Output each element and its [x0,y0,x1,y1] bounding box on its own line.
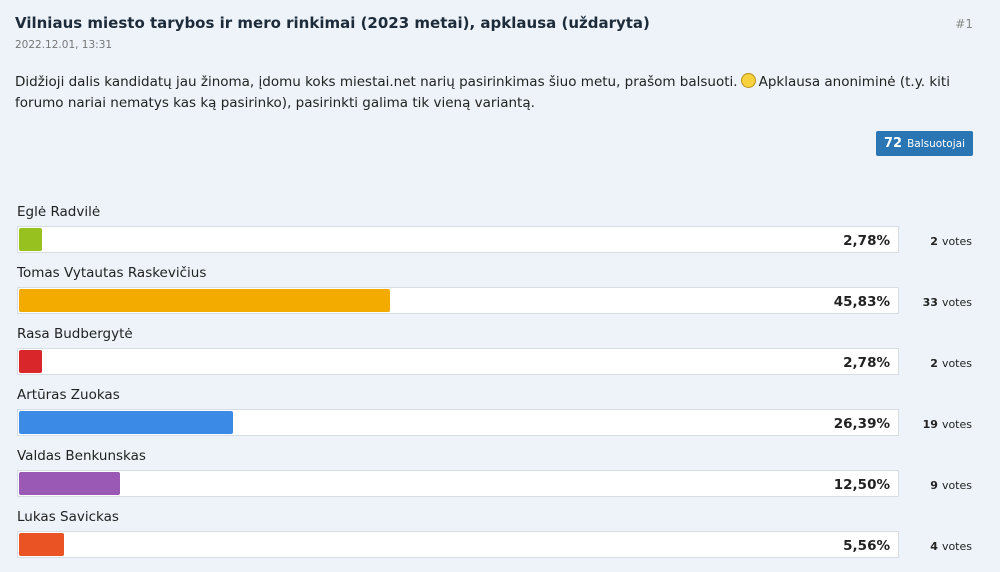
option-name: Lukas Savickas [17,509,119,525]
post-body: Didžioji dalis kandidatų jau žinoma, įdo… [15,72,955,114]
votes-count: 2 [930,357,938,370]
votes: 9 votes [930,479,972,492]
option-name: Rasa Budbergytė [17,326,133,342]
voters-count: 72 [883,136,903,151]
body-text: Didžioji dalis kandidatų jau žinoma, įdo… [15,74,738,90]
voters-button[interactable]: 72 Balsuotojai [876,131,973,156]
bar [19,289,391,312]
percent-label: 2,78% [843,233,890,249]
bar-track [17,470,899,497]
votes-label: votes [941,235,972,248]
bar [19,411,233,434]
bar-track [17,348,899,375]
percent-label: 5,56% [843,538,890,554]
option-name: Tomas Vytautas Raskevičius [17,265,207,281]
percent-label: 2,78% [843,355,890,371]
bar-track [17,531,899,558]
post-number[interactable]: #1 [955,17,973,31]
votes-label: votes [941,540,972,553]
bar [19,533,65,556]
bar [19,228,42,251]
votes-label: votes [941,357,972,370]
option-name: Valdas Benkunskas [17,448,146,464]
option-name: Artūras Zuokas [17,387,120,403]
votes-count: 19 [922,418,938,431]
poll-title: Vilniaus miesto tarybos ir mero rinkimai… [15,14,650,32]
percent-label: 26,39% [833,416,890,432]
votes-label: votes [941,479,972,492]
post-date: 2022.12.01, 13:31 [15,39,113,51]
bar-track [17,409,899,436]
percent-label: 12,50% [833,477,890,493]
votes: 19 votes [923,418,972,431]
votes-count: 2 [930,235,938,248]
bar [19,350,42,373]
votes-count: 33 [922,296,938,309]
bar-track [17,226,899,253]
votes-label: votes [941,296,972,309]
bar [19,472,121,495]
votes-count: 9 [930,479,938,492]
voters-label: Balsuotojai [907,137,965,150]
bar-track [17,287,899,314]
votes: 2 votes [930,357,972,370]
votes: 33 votes [923,296,972,309]
body-text: Apklausa anoniminė (t.y. kiti forumo nar… [15,74,950,111]
percent-label: 45,83% [833,294,890,310]
option-name: Eglė Radvilė [17,204,101,220]
votes-label: votes [941,418,972,431]
smiley-icon [740,73,756,88]
votes-count: 4 [930,540,938,553]
votes: 4 votes [930,540,972,553]
votes: 2 votes [930,235,972,248]
